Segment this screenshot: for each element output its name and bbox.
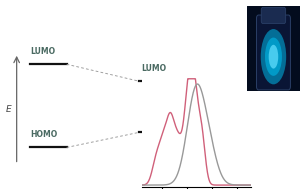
Text: HOMO: HOMO	[30, 130, 58, 139]
Text: LUMO: LUMO	[30, 47, 55, 56]
Ellipse shape	[265, 38, 282, 76]
Text: E: E	[6, 105, 11, 114]
Text: LUMO: LUMO	[141, 64, 166, 73]
Ellipse shape	[269, 45, 278, 69]
Text: HOMO: HOMO	[141, 115, 168, 124]
FancyBboxPatch shape	[261, 7, 286, 24]
Ellipse shape	[261, 29, 286, 84]
FancyBboxPatch shape	[256, 15, 290, 90]
